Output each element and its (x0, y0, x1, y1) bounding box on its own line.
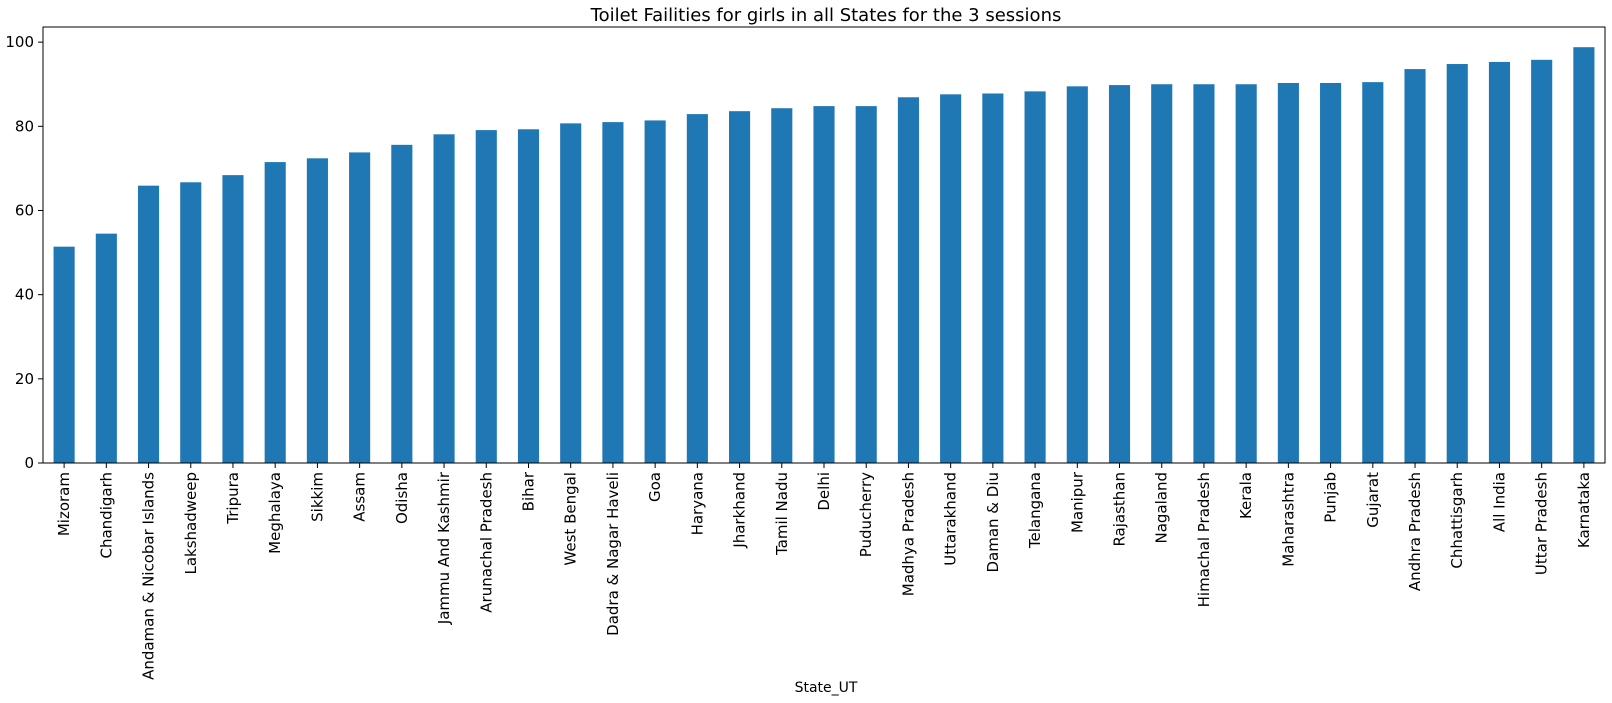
y-tick-label: 40 (15, 286, 34, 304)
bar-delhi (813, 106, 835, 464)
bar-haryana (686, 114, 708, 464)
bar-karnataka (1573, 47, 1595, 463)
bar-tripura (222, 175, 244, 463)
x-tick-label: Gujarat (1364, 472, 1382, 528)
x-tick-label: Karnataka (1575, 472, 1593, 548)
bar-meghalaya (264, 162, 286, 463)
bar-kerala (1235, 84, 1257, 464)
bar-andaman-nicobar-islands (137, 185, 160, 463)
x-axis: Mizoram Chandigarh Andaman & Nicobar Islan… (55, 463, 1593, 680)
bar-arunachal-pradesh (475, 130, 497, 464)
bar-mizoram (53, 246, 75, 463)
bar-jammu-and-kashmir (433, 134, 455, 463)
y-tick-label: 0 (24, 454, 34, 472)
bar-west-bengal (560, 123, 582, 464)
bar-dadra-nagar-haveli (602, 122, 624, 464)
x-tick-label: Madhya Pradesh (899, 472, 917, 596)
bar-andhra-pradesh (1404, 69, 1426, 463)
bar-sikkim (306, 158, 328, 463)
x-tick-label: Andhra Pradesh (1406, 472, 1424, 591)
x-tick-label: Sikkim (308, 472, 326, 522)
x-axis-label: State_UT (795, 680, 858, 696)
x-tick-label: Lakshadweep (182, 472, 200, 575)
x-tick-label: Maharashtra (1279, 472, 1297, 567)
bar-gujarat (1362, 82, 1384, 463)
bar-all-india (1488, 61, 1511, 464)
bar-rajasthan (1108, 85, 1131, 463)
x-tick-label: Odisha (393, 472, 411, 524)
x-tick-label: Assam (351, 472, 369, 522)
x-tick-label: Dadra & Nagar Haveli (604, 472, 622, 636)
bar-himachal-pradesh (1193, 84, 1215, 464)
chart-title: Toilet Failities for girls in all States… (590, 5, 1062, 26)
x-tick-label: Haryana (688, 472, 706, 535)
y-tick-label: 100 (5, 33, 34, 51)
x-tick-label: Uttar Pradesh (1533, 472, 1551, 575)
x-tick-label: Chhattisgarh (1448, 472, 1466, 569)
x-tick-label: Punjab (1322, 472, 1340, 523)
bar-chandigarh (95, 233, 117, 463)
bar-puducherry (855, 106, 877, 464)
x-tick-label: Mizoram (55, 472, 73, 536)
bar-uttarakhand (940, 94, 962, 463)
x-tick-label: West Bengal (562, 472, 580, 566)
x-tick-label: Tripura (224, 472, 242, 525)
x-tick-label: Kerala (1237, 472, 1255, 519)
x-tick-label: Puducherry (857, 472, 875, 557)
x-tick-label: Daman & Diu (984, 472, 1002, 573)
x-tick-label: Himachal Pradesh (1195, 472, 1213, 607)
plot-frame (42, 26, 1606, 464)
x-tick-label: Delhi (815, 472, 833, 511)
x-tick-label: Andaman & Nicobar Islands (140, 472, 158, 680)
bar-bihar (517, 129, 540, 463)
y-axis: 0 20 40 60 80 100 (5, 33, 43, 472)
bar-nagaland (1151, 84, 1173, 464)
y-tick-label: 20 (15, 370, 34, 388)
x-tick-label: Arunachal Pradesh (477, 472, 495, 613)
x-tick-label: Chandigarh (97, 472, 115, 559)
x-tick-label: Nagaland (1153, 472, 1171, 544)
bar-tamil-nadu (771, 108, 793, 463)
x-tick-label: Goa (646, 472, 664, 502)
bar-jharkhand (729, 111, 751, 464)
y-tick-label: 80 (15, 117, 34, 135)
x-tick-label: Rajasthan (1111, 472, 1129, 547)
bar-assam (349, 152, 371, 463)
bar-maharashtra (1277, 82, 1299, 463)
bar-madhya-pradesh (897, 97, 919, 463)
x-tick-label: Jammu And Kashmir (435, 471, 453, 625)
bar-odisha (391, 144, 413, 463)
bar-lakshadweep (180, 182, 202, 464)
x-tick-label: Tamil Nadu (773, 472, 791, 556)
bar-goa (644, 120, 666, 464)
bar-telangana (1024, 91, 1046, 463)
bars-group (53, 47, 1595, 464)
bar-uttar-pradesh (1531, 59, 1553, 463)
bar-punjab (1320, 82, 1342, 463)
y-tick-label: 60 (15, 201, 34, 219)
x-tick-label: Jharkhand (731, 472, 749, 549)
x-tick-label: Meghalaya (266, 472, 284, 554)
bar-daman-diu (982, 93, 1004, 464)
x-tick-label: Manipur (1068, 471, 1086, 533)
x-tick-label: Bihar (519, 471, 537, 511)
bar-chhattisgarh (1446, 64, 1468, 463)
x-tick-label: All India (1490, 472, 1508, 532)
bar-manipur (1066, 86, 1088, 463)
x-tick-label: Uttarakhand (942, 472, 960, 566)
x-tick-label: Telangana (1026, 472, 1044, 549)
